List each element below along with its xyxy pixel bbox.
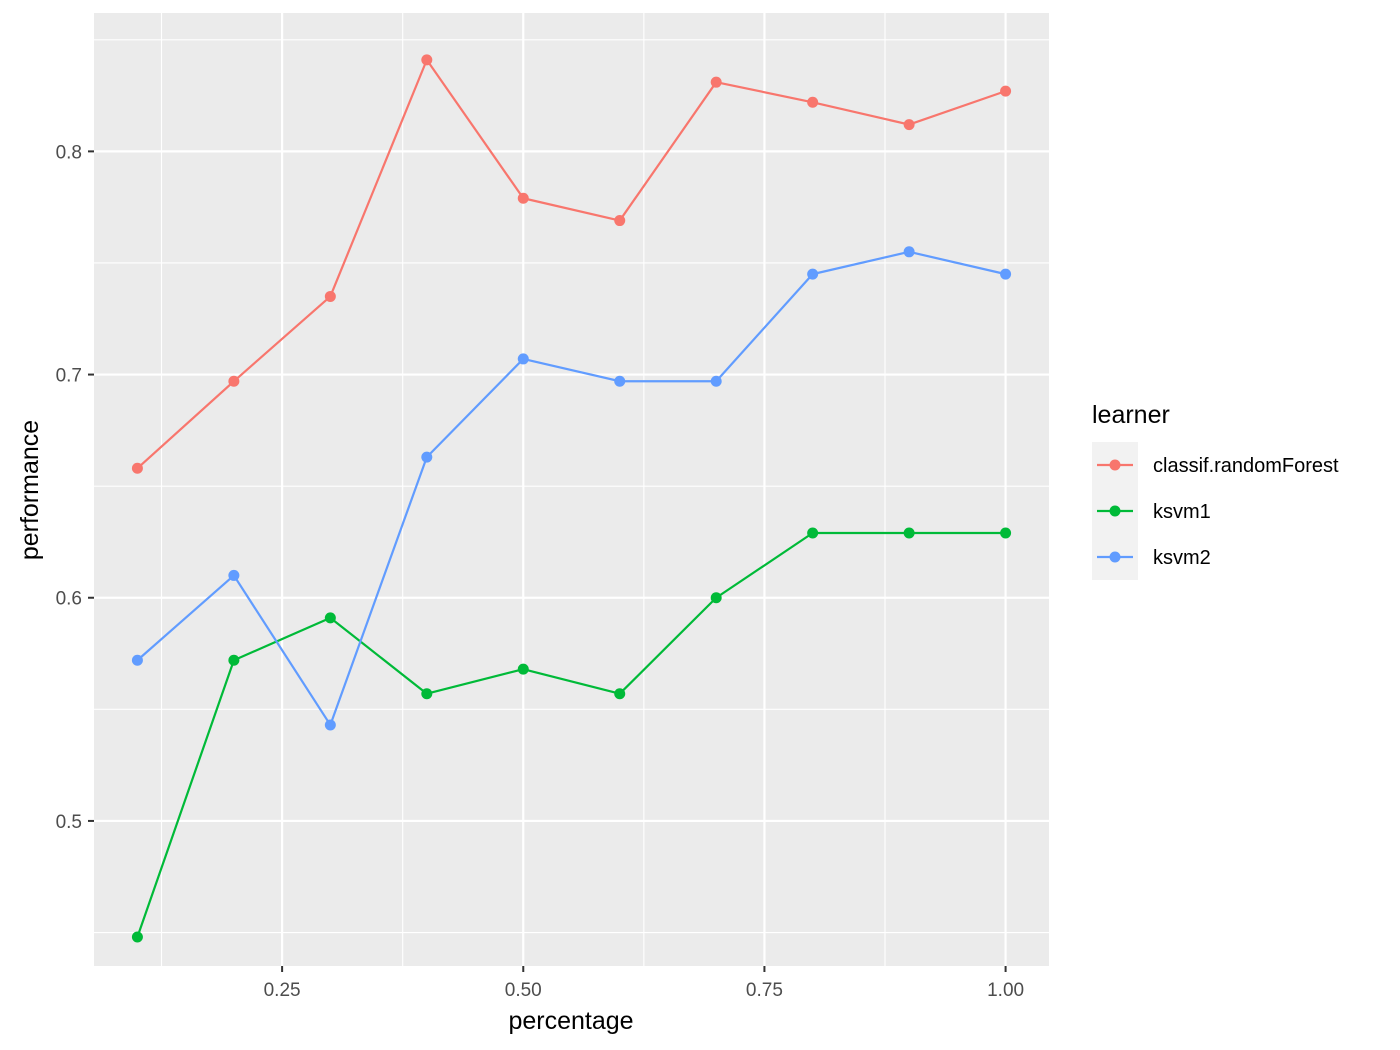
minor-gridlines bbox=[94, 13, 1049, 966]
series-lines bbox=[136, 58, 1006, 938]
series-line-ksvm2 bbox=[136, 250, 1006, 727]
data-point-ksvm2 bbox=[903, 246, 915, 258]
series-line-ksvm1 bbox=[136, 531, 1006, 938]
data-point-ksvm2 bbox=[710, 375, 722, 387]
x-tick-label: 0.50 bbox=[505, 980, 542, 1001]
data-point-classif-randomforest bbox=[131, 462, 143, 474]
data-point-classif-randomforest bbox=[710, 76, 722, 88]
legend-key-point bbox=[1109, 459, 1121, 471]
data-point-ksvm2 bbox=[1000, 268, 1012, 280]
data-point-ksvm2 bbox=[324, 719, 336, 731]
legend-key-point bbox=[1109, 505, 1121, 517]
data-point-ksvm2 bbox=[421, 451, 433, 463]
data-point-ksvm1 bbox=[807, 527, 819, 539]
data-point-ksvm1 bbox=[1000, 527, 1012, 539]
data-point-ksvm1 bbox=[421, 688, 433, 700]
data-point-ksvm2 bbox=[614, 375, 626, 387]
data-point-ksvm1 bbox=[903, 527, 915, 539]
x-axis-title: percentage bbox=[508, 1007, 633, 1035]
major-gridlines bbox=[94, 13, 1049, 966]
data-point-classif-randomforest bbox=[1000, 85, 1012, 97]
legend-label: ksvm2 bbox=[1153, 547, 1211, 569]
y-tick-label: 0.6 bbox=[56, 589, 82, 610]
y-tick-label: 0.5 bbox=[56, 812, 82, 833]
series-points bbox=[131, 54, 1012, 943]
data-point-classif-randomforest bbox=[421, 54, 433, 66]
x-tick-label: 1.00 bbox=[987, 980, 1024, 1001]
legend-item-classif-randomforest: classif.randomForest bbox=[1097, 455, 1339, 477]
legend-label: classif.randomForest bbox=[1153, 455, 1339, 477]
data-point-ksvm1 bbox=[614, 688, 626, 700]
y-axis-ticks: 0.5 0.6 0.7 0.8 bbox=[56, 142, 94, 833]
y-tick-label: 0.7 bbox=[56, 366, 82, 387]
data-point-ksvm1 bbox=[710, 592, 722, 604]
y-axis-title: performance bbox=[16, 420, 44, 560]
data-point-ksvm1 bbox=[517, 663, 529, 675]
x-tick-label: 0.75 bbox=[746, 980, 783, 1001]
data-point-classif-randomforest bbox=[324, 290, 336, 302]
plot-panel bbox=[94, 13, 1049, 966]
legend-key-point bbox=[1109, 551, 1121, 563]
legend-item-ksvm2: ksvm2 bbox=[1097, 547, 1211, 569]
series-line-classif-randomforest bbox=[136, 58, 1006, 470]
data-point-classif-randomforest bbox=[903, 119, 915, 131]
data-point-ksvm1 bbox=[228, 654, 240, 666]
data-point-ksvm1 bbox=[324, 612, 336, 624]
data-point-ksvm2 bbox=[228, 569, 240, 581]
y-tick-label: 0.8 bbox=[56, 142, 82, 163]
data-point-ksvm2 bbox=[807, 268, 819, 280]
legend-label: ksvm1 bbox=[1153, 501, 1211, 523]
data-point-classif-randomforest bbox=[228, 375, 240, 387]
legend-item-ksvm1: ksvm1 bbox=[1097, 501, 1211, 523]
legend-title: learner bbox=[1092, 401, 1170, 429]
data-point-classif-randomforest bbox=[517, 192, 529, 204]
x-tick-label: 0.25 bbox=[264, 980, 301, 1001]
data-point-ksvm1 bbox=[131, 931, 143, 943]
data-point-ksvm2 bbox=[131, 654, 143, 666]
data-point-ksvm2 bbox=[517, 353, 529, 365]
data-point-classif-randomforest bbox=[807, 96, 819, 108]
data-point-classif-randomforest bbox=[614, 215, 626, 227]
legend-items: classif.randomForest ksvm1 ksvm2 bbox=[1097, 455, 1339, 569]
x-axis-ticks: 0.25 0.50 0.75 1.00 bbox=[264, 966, 1024, 1001]
legend: learner classif.randomForest ksvm1 ksvm2 bbox=[1092, 401, 1339, 580]
